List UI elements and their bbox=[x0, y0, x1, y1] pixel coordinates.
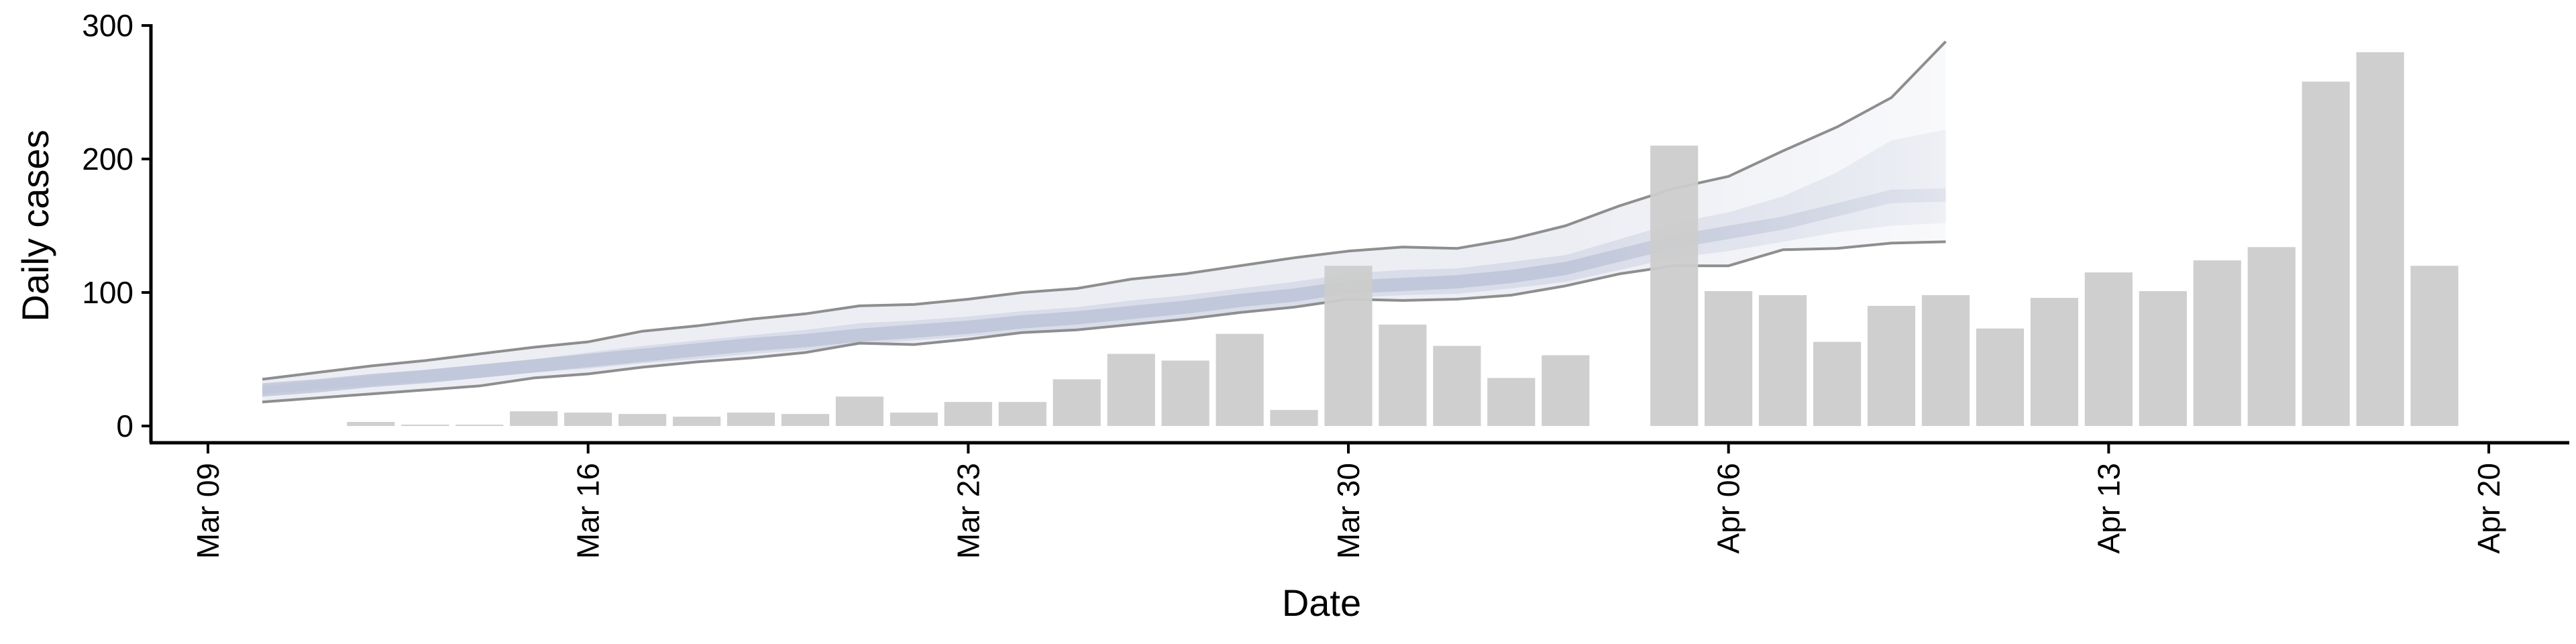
ci-90-band bbox=[262, 41, 1946, 402]
bar-2020-03-29 bbox=[1270, 410, 1318, 426]
axes-group bbox=[149, 24, 2569, 445]
bar-2020-03-17 bbox=[619, 414, 667, 426]
bar-2020-04-11 bbox=[1976, 328, 2024, 426]
bar-2020-03-24 bbox=[998, 402, 1046, 426]
bar-2020-03-28 bbox=[1216, 333, 1264, 426]
y-tick-label-0: 0 bbox=[116, 409, 133, 443]
bar-2020-04-06 bbox=[1705, 291, 1753, 426]
x-tick-label-2020-04-13: Apr 13 bbox=[2091, 463, 2126, 554]
bar-2020-04-14 bbox=[2139, 291, 2187, 426]
bar-2020-03-27 bbox=[1161, 360, 1210, 426]
bar-2020-04-03 bbox=[1542, 355, 1590, 426]
bar-2020-03-15 bbox=[510, 411, 558, 426]
bar-2020-04-17 bbox=[2302, 81, 2350, 427]
x-ticks-group: Mar 09 Mar 16 Mar 23 Mar 30 Apr 06 Apr 13 Apr … bbox=[191, 443, 2506, 559]
bar-2020-04-05 bbox=[1650, 146, 1699, 426]
bar-2020-03-20 bbox=[781, 414, 830, 426]
bar-2020-03-16 bbox=[564, 413, 612, 426]
x-tick-label-2020-03-16: Mar 16 bbox=[571, 463, 606, 559]
y-tick-label-200: 200 bbox=[82, 142, 133, 176]
bar-2020-03-26 bbox=[1107, 354, 1155, 426]
bar-2020-03-21 bbox=[835, 396, 883, 426]
bars-group bbox=[347, 52, 2459, 427]
bar-2020-03-13 bbox=[401, 425, 449, 426]
x-tick-label-2020-03-30: Mar 30 bbox=[1331, 463, 1366, 559]
bar-2020-04-02 bbox=[1487, 378, 1536, 426]
x-tick-label-2020-04-20: Apr 20 bbox=[2471, 463, 2506, 554]
bar-2020-03-25 bbox=[1053, 379, 1101, 426]
x-tick-label-2020-03-23: Mar 23 bbox=[951, 463, 985, 559]
bar-2020-03-23 bbox=[944, 402, 992, 426]
bar-2020-04-12 bbox=[2030, 298, 2078, 426]
y-tick-label-100: 100 bbox=[82, 275, 133, 310]
bar-2020-03-30 bbox=[1324, 266, 1373, 426]
median-band bbox=[262, 188, 1946, 397]
bar-2020-04-10 bbox=[1921, 295, 1970, 426]
x-axis-title: Date bbox=[1282, 582, 1361, 624]
y-ticks-group: 0 100 200 300 bbox=[82, 8, 151, 443]
bar-2020-03-18 bbox=[673, 417, 721, 426]
bar-2020-04-13 bbox=[2084, 272, 2133, 426]
bar-2020-03-14 bbox=[455, 425, 504, 426]
bar-2020-03-12 bbox=[347, 422, 395, 426]
x-tick-label-2020-04-06: Apr 06 bbox=[1711, 463, 1746, 554]
y-tick-label-300: 300 bbox=[82, 8, 133, 43]
bar-2020-04-09 bbox=[1867, 305, 1916, 426]
bar-2020-04-16 bbox=[2247, 247, 2296, 426]
bar-2020-04-18 bbox=[2356, 52, 2404, 427]
bar-2020-04-15 bbox=[2193, 260, 2241, 426]
bar-2020-04-08 bbox=[1813, 341, 1862, 426]
bar-2020-04-19 bbox=[2410, 266, 2459, 426]
bar-2020-03-19 bbox=[727, 413, 775, 426]
bar-2020-04-07 bbox=[1759, 295, 1807, 426]
x-tick-label-2020-03-09: Mar 09 bbox=[191, 463, 225, 559]
bar-2020-03-22 bbox=[890, 413, 938, 426]
bar-2020-04-01 bbox=[1433, 345, 1481, 426]
bar-2020-03-31 bbox=[1379, 324, 1427, 426]
y-axis-title: Daily cases bbox=[14, 129, 56, 321]
